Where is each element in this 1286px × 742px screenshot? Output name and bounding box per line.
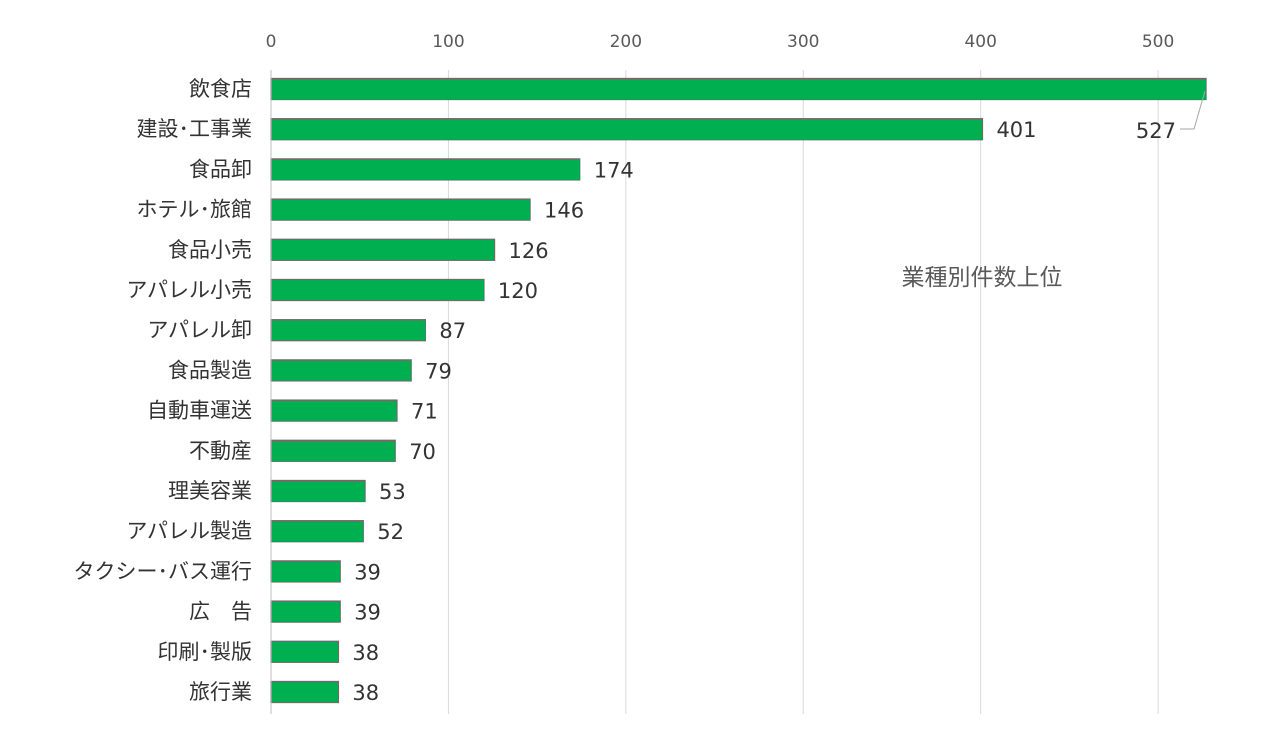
data-label: 126 (509, 239, 549, 263)
data-label: 120 (498, 279, 538, 303)
axes: 0 100 200 300 400 500 飲食店建設･工事業食品卸ホテル･旅館食品小売アパ… (74, 32, 1174, 714)
data-label: 87 (439, 319, 466, 343)
bar (270, 359, 412, 382)
x-tick-label: 500 (1142, 32, 1174, 52)
category-label: 食品製造 (168, 358, 252, 382)
bar (270, 640, 340, 663)
category-label: アパレル小売 (126, 278, 252, 302)
bar (270, 479, 366, 503)
data-label-leader-line (1180, 90, 1206, 130)
x-tick-label: 100 (432, 32, 464, 52)
category-label: アパレル卸 (147, 318, 252, 342)
bar (270, 238, 496, 261)
bar (270, 319, 427, 342)
x-tick-label: 300 (787, 32, 819, 52)
bars (270, 77, 1207, 704)
chart-annotation: 業種別件数上位 (902, 265, 1063, 291)
bar (270, 158, 581, 181)
data-label: 53 (379, 480, 406, 504)
category-label: タクシー･バス運行 (74, 559, 253, 583)
bar (270, 560, 341, 583)
data-label: 39 (354, 601, 381, 625)
data-label: 38 (352, 641, 379, 665)
category-label: 旅行業 (189, 680, 252, 704)
category-label: 食品卸 (189, 157, 252, 181)
x-tick-label: 0 (266, 32, 277, 52)
data-label: 38 (352, 681, 379, 705)
data-label: 401 (996, 118, 1036, 142)
category-label: 自動車運送 (147, 399, 252, 423)
category-label: アパレル製造 (126, 519, 252, 543)
data-label: 146 (544, 199, 584, 223)
data-label: 79 (425, 359, 452, 383)
bar (270, 77, 1207, 101)
bar (270, 520, 364, 543)
category-label: ホテル･旅館 (137, 198, 253, 222)
data-label: 39 (354, 560, 381, 584)
bar (270, 680, 340, 704)
data-label: 174 (594, 158, 634, 182)
category-label: 理美容業 (168, 479, 252, 503)
bar (270, 399, 398, 422)
category-label: 不動産 (189, 439, 252, 463)
bar (270, 439, 396, 462)
data-label: 71 (411, 400, 438, 424)
gridlines (447, 70, 1159, 714)
x-tick-label: 200 (610, 32, 642, 52)
category-label: 建設･工事業 (137, 117, 253, 141)
bar (270, 600, 341, 623)
bar (270, 278, 485, 302)
category-label: 印刷･製版 (158, 640, 253, 664)
category-label: 飲食店 (189, 77, 252, 101)
data-label: 70 (409, 440, 436, 464)
data-label: 527 (1136, 119, 1176, 143)
bar (270, 198, 531, 221)
category-label: 広 告 (189, 600, 252, 624)
bar (270, 118, 984, 141)
category-label: 食品小売 (168, 238, 252, 262)
data-label: 52 (377, 520, 404, 544)
x-tick-label: 400 (964, 32, 996, 52)
